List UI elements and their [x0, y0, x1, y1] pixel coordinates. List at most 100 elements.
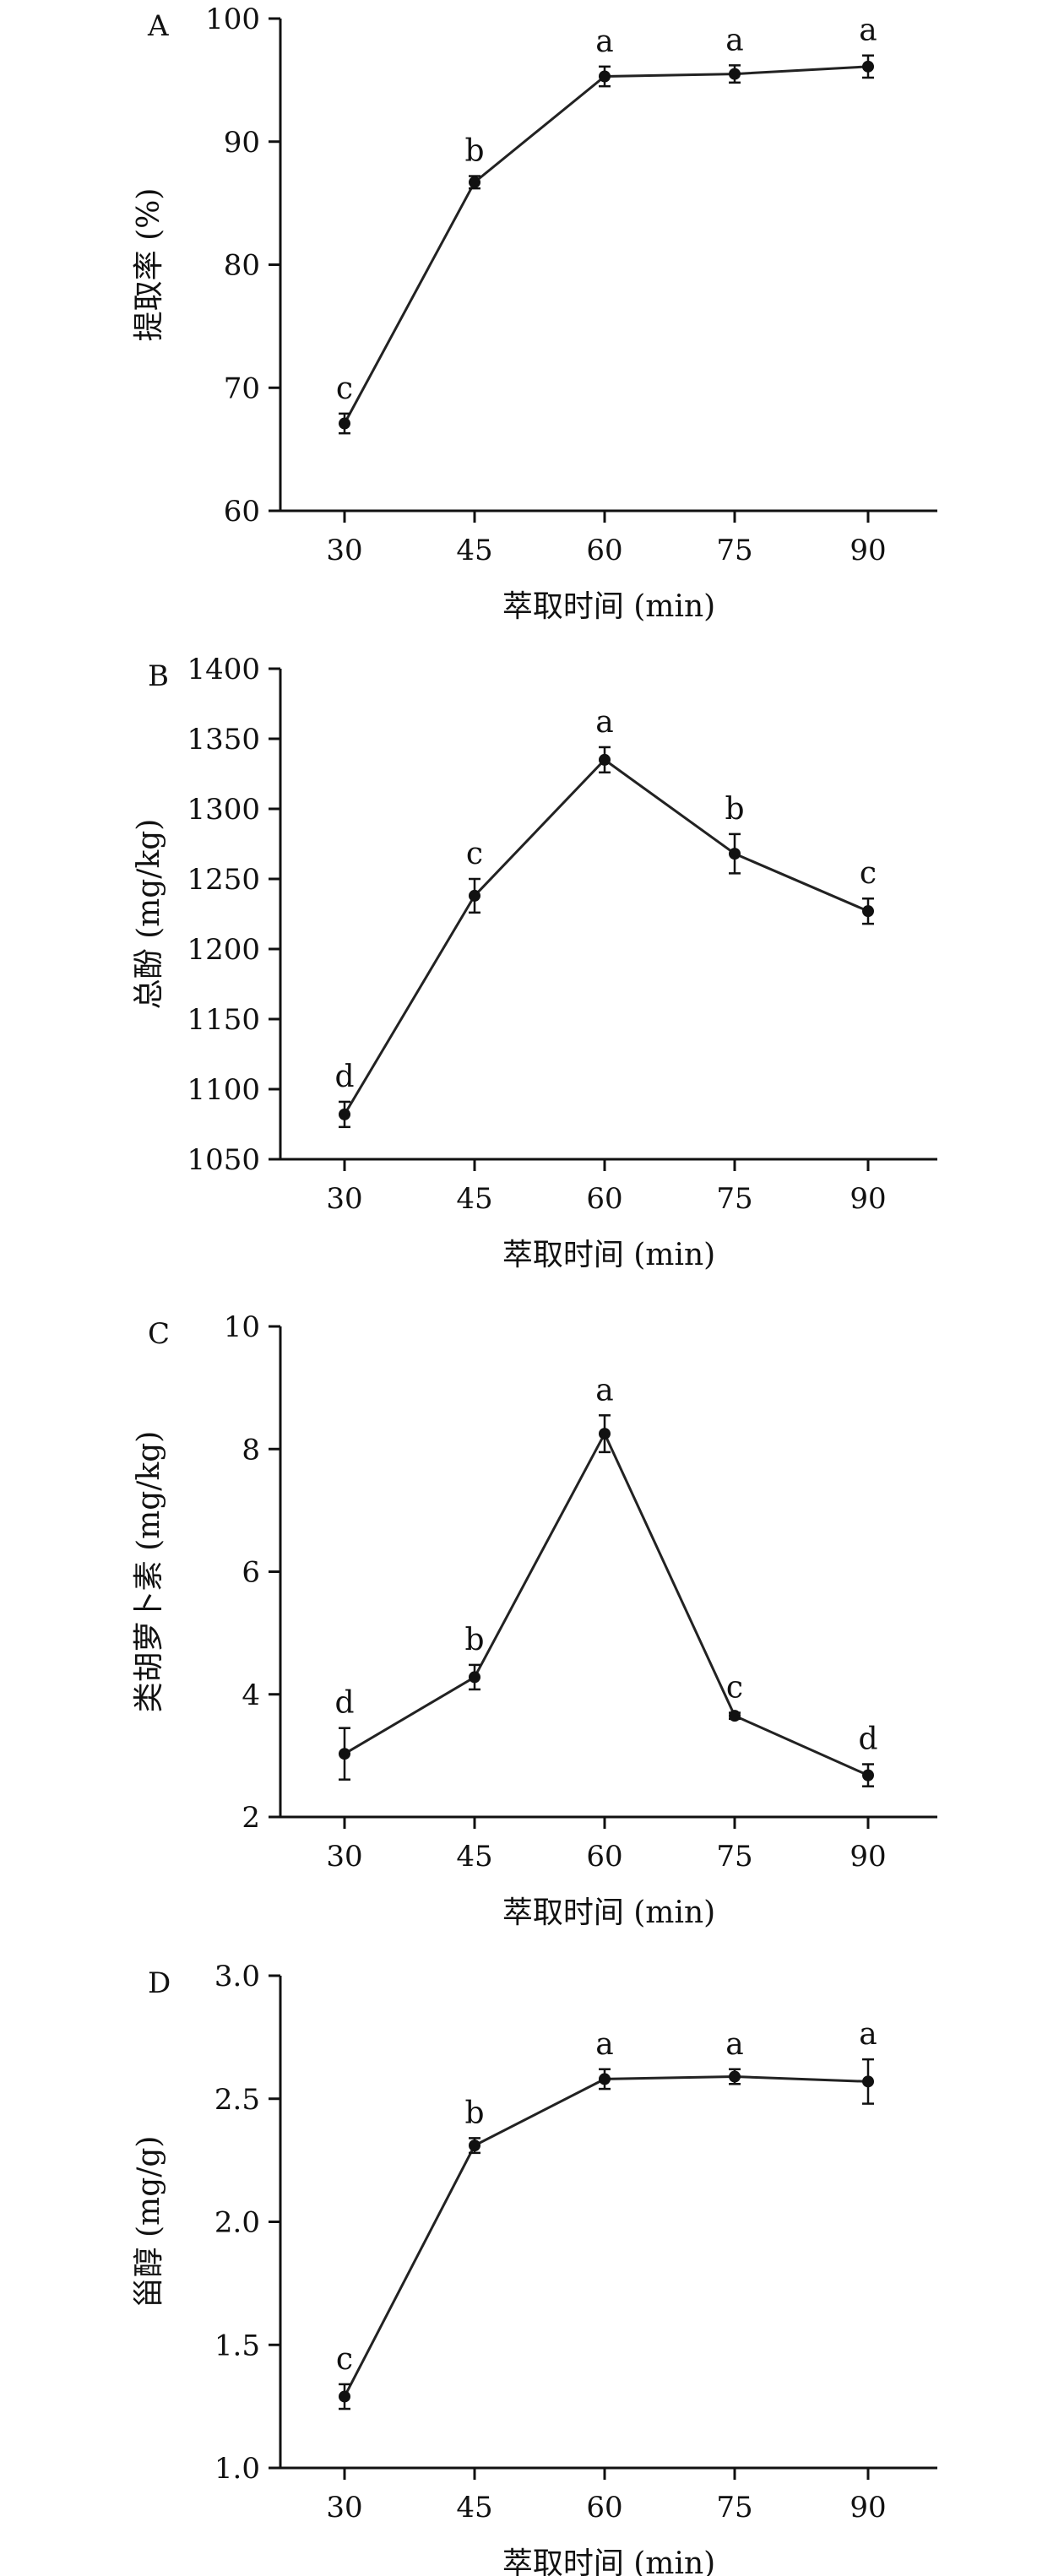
x-tick-label: 75 — [716, 1840, 752, 1874]
panel-label: C — [148, 1317, 170, 1351]
x-tick-label: 60 — [586, 2491, 622, 2524]
series-line — [343, 757, 869, 1115]
x-tick-label: 90 — [850, 1840, 886, 1874]
y-tick-label: 2 — [242, 1801, 260, 1835]
y-tick-label: 1100 — [187, 1073, 260, 1107]
chart-panel-d: D 1.0 1.5 2.0 2.5 3.0 30 45 60 75 90 萃取时间 (min) 甾醇 (… — [132, 1960, 937, 2576]
significance-label: d — [334, 1686, 354, 1721]
significance-label: c — [726, 1671, 743, 1706]
significance-label: b — [464, 1623, 484, 1657]
x-tick-label: 45 — [456, 534, 492, 567]
panel-label: D — [148, 1966, 171, 2000]
significance-label: a — [859, 2017, 877, 2052]
data-point — [862, 2075, 874, 2088]
x-tick-label: 45 — [456, 1840, 492, 1874]
significance-label: a — [595, 705, 613, 740]
y-tick-label: 70 — [224, 371, 260, 405]
data-point — [469, 2139, 480, 2152]
y-tick-label: 1400 — [187, 653, 260, 686]
y-tick-label: 6 — [242, 1556, 260, 1590]
significance-label: d — [858, 1722, 877, 1757]
x-tick-label: 30 — [326, 2491, 362, 2524]
data-point — [469, 1671, 480, 1684]
x-axis-title: 萃取时间 (min) — [502, 2546, 715, 2576]
data-point — [599, 70, 611, 83]
significance-label: c — [860, 856, 877, 891]
series-line — [343, 65, 869, 425]
data-point — [862, 1769, 874, 1782]
significance-label: c — [336, 371, 353, 406]
chart-panel-a: A 60 70 80 90 100 30 45 60 75 90 萃取时间 (min) 提取率 (%) c… — [132, 3, 937, 624]
data-point — [862, 905, 874, 918]
significance-label: a — [595, 2027, 613, 2062]
significance-label: d — [334, 1060, 354, 1094]
x-tick-label: 60 — [586, 534, 622, 567]
y-tick-label: 10 — [224, 1310, 260, 1344]
x-tick-label: 90 — [850, 2491, 886, 2524]
significance-label: b — [464, 134, 484, 169]
data-point — [599, 1428, 611, 1440]
x-tick-label: 30 — [326, 534, 362, 567]
data-point — [729, 848, 741, 860]
significance-label: a — [859, 14, 877, 48]
data-point — [469, 176, 480, 188]
data-point — [339, 2390, 350, 2403]
y-tick-label: 1200 — [187, 933, 260, 967]
data-point — [599, 2073, 611, 2085]
data-point — [729, 2070, 741, 2083]
x-tick-label: 30 — [326, 1182, 362, 1216]
x-tick-label: 60 — [586, 1182, 622, 1216]
significance-label: a — [725, 2027, 743, 2062]
y-tick-label: 2.0 — [214, 2206, 260, 2240]
data-point — [339, 1108, 350, 1120]
significance-label: b — [464, 2096, 484, 2130]
x-tick-label: 60 — [586, 1840, 622, 1874]
x-tick-label: 45 — [456, 2491, 492, 2524]
y-tick-label: 1050 — [187, 1143, 260, 1177]
y-tick-label: 8 — [242, 1433, 260, 1467]
y-tick-label: 80 — [224, 249, 260, 283]
significance-label: a — [595, 1373, 613, 1407]
x-tick-label: 30 — [326, 1840, 362, 1874]
data-point — [339, 1748, 350, 1760]
y-tick-label: 1.0 — [214, 2452, 260, 2486]
y-tick-label: 2.5 — [214, 2083, 260, 2117]
significance-label: a — [595, 24, 613, 59]
y-tick-label: 100 — [205, 3, 260, 36]
y-tick-label: 4 — [242, 1678, 260, 1712]
x-axis-title: 萃取时间 (min) — [502, 1895, 715, 1930]
y-tick-label: 1250 — [187, 863, 260, 897]
y-axis-title: 总酚 (mg/kg) — [132, 819, 166, 1010]
series-line — [344, 1430, 869, 1776]
y-tick-label: 1350 — [187, 723, 260, 757]
y-axis-title: 提取率 (%) — [132, 188, 166, 342]
y-tick-label: 1.5 — [214, 2329, 260, 2362]
data-point — [862, 60, 874, 73]
x-tick-label: 75 — [716, 2491, 752, 2524]
significance-label: a — [725, 23, 743, 57]
y-tick-label: 1150 — [187, 1003, 260, 1037]
x-tick-label: 75 — [716, 1182, 752, 1216]
panel-label: A — [147, 9, 169, 43]
series-line — [343, 2075, 869, 2398]
chart-panel-c: C 2 4 6 8 10 30 45 60 75 90 萃取时间 (min) 类胡萝卜素 (mg/kg)… — [132, 1310, 937, 1930]
x-tick-label: 75 — [716, 534, 752, 567]
x-tick-label: 90 — [850, 1182, 886, 1216]
data-point — [599, 753, 611, 766]
data-point — [339, 417, 350, 430]
y-tick-label: 3.0 — [214, 1960, 260, 1993]
x-tick-label: 90 — [850, 534, 886, 567]
data-point — [729, 68, 741, 80]
y-axis-title: 类胡萝卜素 (mg/kg) — [132, 1431, 166, 1713]
x-axis-title: 萃取时间 (min) — [502, 589, 715, 624]
y-axis-title: 甾醇 (mg/g) — [132, 2136, 166, 2308]
y-tick-label: 1300 — [187, 793, 260, 827]
significance-label: c — [336, 2342, 353, 2377]
chart-panel-b: B 1050 1100 1150 1200 1250 1300 1350 1400 30 45 60 7… — [132, 653, 937, 1272]
data-point — [469, 889, 480, 902]
x-axis-title: 萃取时间 (min) — [502, 1238, 715, 1272]
data-point — [729, 1710, 741, 1722]
significance-label: c — [466, 837, 483, 871]
y-tick-label: 90 — [224, 126, 260, 160]
